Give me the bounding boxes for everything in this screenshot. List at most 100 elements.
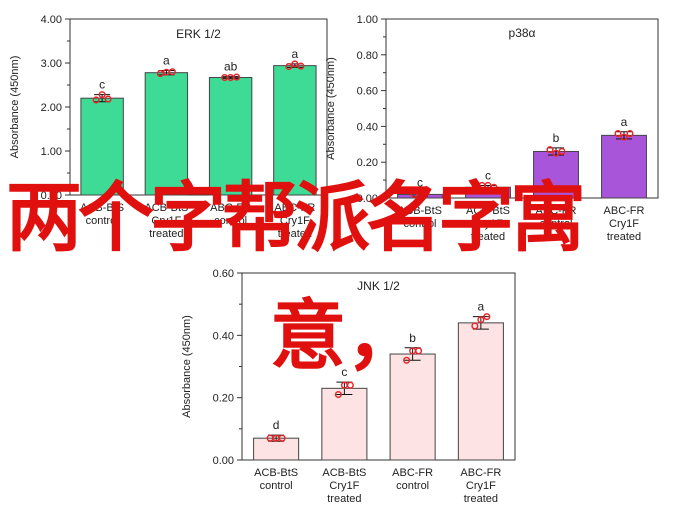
x-tick-label-line: control <box>396 480 429 492</box>
data-point <box>558 147 566 156</box>
y-tick-label: 0.40 <box>357 121 378 133</box>
significance-letter: b <box>409 331 416 345</box>
x-tick-label-line: ACB-BtS <box>254 467 298 479</box>
x-tick-label-line: control <box>86 215 119 227</box>
x-tick-label-line: control <box>539 218 572 230</box>
data-point <box>477 316 485 324</box>
bar <box>601 134 647 199</box>
bar <box>457 322 504 461</box>
significance-letter: d <box>273 418 280 432</box>
x-tick-label-line: Cry1F <box>280 215 310 227</box>
data-point <box>620 133 628 141</box>
y-tick-label: 2.00 <box>41 102 62 114</box>
bar <box>533 150 579 199</box>
significance-letter: a <box>621 115 628 129</box>
x-tick-label-line: ACB-BtS <box>466 205 510 217</box>
significance-letter: ab <box>224 60 238 74</box>
x-tick-label: ACB-BtS control <box>398 205 442 230</box>
bar <box>144 72 189 196</box>
significance-letter: b <box>553 131 560 145</box>
data-point <box>403 356 411 364</box>
chart-title: JNK 1/2 <box>357 279 400 293</box>
data-point <box>416 190 424 198</box>
x-tick-label-line: control <box>260 480 293 492</box>
chart-title: ERK 1/2 <box>176 27 221 41</box>
data-point <box>297 62 305 70</box>
y-tick-label: 0.20 <box>357 157 378 169</box>
x-tick-label: ACB-BtS Cry1F treated <box>466 205 510 243</box>
y-tick-label: 1.00 <box>357 14 378 26</box>
data-point <box>484 181 492 190</box>
x-tick-label-line: Cry1F <box>329 480 359 492</box>
x-tick-label-line: Cry1F <box>473 218 503 230</box>
x-tick-label-line: control <box>403 218 436 230</box>
significance-letter: a <box>163 53 170 67</box>
x-tick-label-line: ABC-FR <box>392 467 433 479</box>
x-tick-label-line: Cry1F <box>151 215 181 227</box>
significance-letter: c <box>99 78 105 92</box>
y-axis-label: Absorbance (450nm) <box>181 315 193 418</box>
data-point <box>233 73 241 81</box>
y-tick-label: 0.00 <box>213 455 234 467</box>
x-tick-label: ABC-FR control <box>392 467 433 492</box>
x-tick-label-line: ACB-BtS <box>144 202 188 214</box>
x-tick-label: ABC-FR control <box>210 202 251 227</box>
data-point <box>98 91 106 99</box>
data-point <box>490 183 498 191</box>
x-tick-label-line: Cry1F <box>609 218 639 230</box>
bar <box>208 77 253 196</box>
data-point <box>415 347 423 355</box>
significance-letter: a <box>292 47 299 61</box>
x-tick-label: ABC-FR control <box>536 205 577 230</box>
x-tick-label: ACB-BtS control <box>80 202 124 227</box>
y-tick-label: 0.80 <box>357 50 378 62</box>
y-tick-label: 0.40 <box>213 330 234 342</box>
erk-panel: ERK 1/2 0.00 1.00 2.00 3.00 4.00 Absorbance (4… <box>9 14 328 240</box>
y-tick-label: 0.00 <box>357 193 378 205</box>
x-tick-label: ACB-BtS Cry1F treated <box>144 202 188 240</box>
significance-letter: c <box>485 168 491 182</box>
x-tick-label-line: treated <box>278 228 312 240</box>
y-tick-label: 3.00 <box>41 58 62 70</box>
data-point <box>334 391 342 399</box>
x-tick-label: ABC-FR Cry1F treated <box>460 467 501 505</box>
data-point <box>291 60 299 68</box>
x-tick-label-line: ABC-FR <box>210 202 251 214</box>
y-tick-label: 4.00 <box>41 14 62 26</box>
jnk-panel: JNK 1/2 0.00 0.20 0.40 0.60 Absorbance (450nm… <box>181 268 516 505</box>
significance-letter: c <box>341 365 347 379</box>
bar <box>80 97 124 196</box>
bar <box>389 353 436 461</box>
data-point <box>285 62 293 71</box>
x-tick-label: ABC-FR Cry1F treated <box>604 205 645 243</box>
y-axis-label: Absorbance (450nm) <box>325 57 337 160</box>
y-tick-label: 0.60 <box>213 268 234 280</box>
data-point <box>471 322 479 330</box>
x-tick-label-line: ABC-FR <box>536 205 577 217</box>
x-tick-label-line: treated <box>471 231 505 243</box>
x-tick-label: ABC-FR Cry1F treated <box>274 202 315 240</box>
x-tick-label: ACB-BtS control <box>254 467 298 492</box>
x-tick-label-line: ACB-BtS <box>322 467 366 479</box>
data-point <box>278 434 286 442</box>
y-tick-label: 1.00 <box>41 146 62 158</box>
x-tick-label-line: ABC-FR <box>460 467 501 479</box>
p38-panel: p38α 0.00 0.20 0.40 0.60 0.80 1.00 Absorbance (… <box>325 14 659 243</box>
x-tick-label-line: treated <box>607 231 641 243</box>
x-tick-label-line: treated <box>327 493 361 505</box>
x-tick-label: ACB-BtS Cry1F treated <box>322 467 366 505</box>
bar <box>273 65 317 196</box>
data-point <box>546 146 554 154</box>
data-point <box>422 189 430 197</box>
data-point <box>92 96 100 104</box>
data-point <box>626 130 634 138</box>
data-point <box>614 130 622 138</box>
data-point <box>552 149 560 157</box>
x-tick-label-line: ABC-FR <box>274 202 315 214</box>
significance-letter: c <box>417 176 423 190</box>
x-tick-label-line: treated <box>149 228 183 240</box>
bar <box>321 387 368 461</box>
significance-letter: a <box>478 300 485 314</box>
x-tick-label-line: ACB-BtS <box>80 202 124 214</box>
